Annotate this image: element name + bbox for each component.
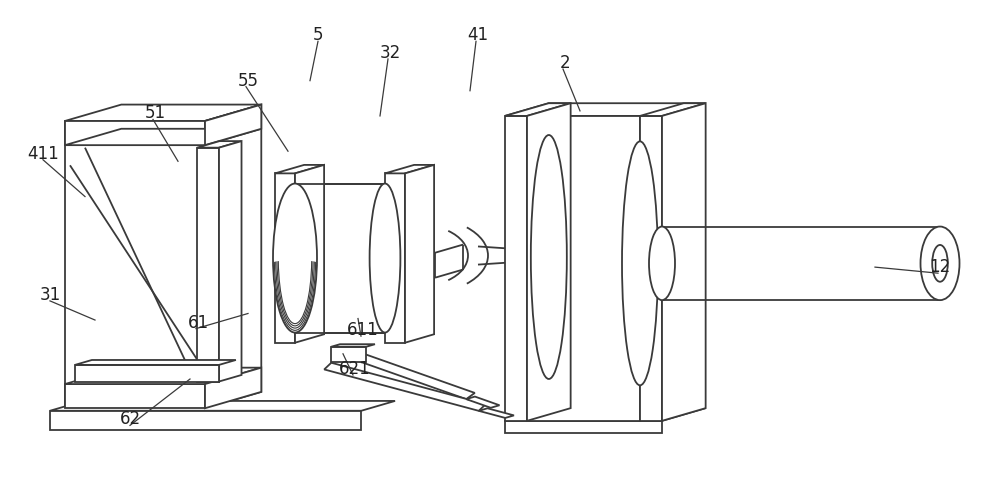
Polygon shape (505, 116, 527, 421)
Polygon shape (295, 165, 324, 343)
Polygon shape (385, 165, 434, 173)
Ellipse shape (649, 227, 675, 300)
Text: 41: 41 (467, 26, 489, 44)
Text: 31: 31 (39, 286, 61, 304)
Polygon shape (197, 148, 219, 382)
Polygon shape (65, 129, 261, 145)
Text: 611: 611 (347, 321, 379, 339)
Polygon shape (75, 360, 236, 365)
Polygon shape (205, 105, 261, 145)
Ellipse shape (273, 183, 317, 333)
Text: 51: 51 (144, 104, 166, 122)
Polygon shape (50, 401, 395, 411)
Polygon shape (527, 116, 640, 421)
Text: 2: 2 (560, 54, 570, 72)
Polygon shape (65, 105, 261, 121)
Polygon shape (205, 368, 261, 408)
Polygon shape (324, 363, 486, 411)
Text: 411: 411 (27, 145, 59, 163)
Polygon shape (219, 141, 242, 382)
Polygon shape (505, 421, 662, 433)
Polygon shape (405, 165, 434, 343)
Polygon shape (197, 141, 242, 148)
Polygon shape (339, 348, 475, 399)
Ellipse shape (920, 227, 960, 300)
Polygon shape (640, 116, 662, 421)
Polygon shape (466, 397, 500, 408)
Polygon shape (331, 344, 375, 347)
Polygon shape (295, 183, 385, 333)
Polygon shape (331, 347, 366, 362)
Polygon shape (65, 384, 205, 408)
Text: 55: 55 (238, 72, 258, 90)
Polygon shape (65, 368, 261, 384)
Polygon shape (662, 103, 706, 421)
Polygon shape (505, 103, 706, 116)
Text: 62: 62 (119, 410, 141, 428)
Polygon shape (275, 165, 324, 173)
Polygon shape (50, 411, 361, 430)
Text: 621: 621 (339, 360, 371, 378)
Ellipse shape (932, 245, 948, 282)
Polygon shape (65, 121, 205, 145)
Ellipse shape (370, 183, 400, 333)
Polygon shape (275, 173, 295, 343)
Ellipse shape (622, 141, 658, 385)
Polygon shape (505, 103, 571, 116)
Polygon shape (479, 408, 514, 418)
Ellipse shape (531, 135, 567, 379)
Polygon shape (527, 103, 571, 421)
Polygon shape (640, 103, 706, 116)
Text: 5: 5 (313, 26, 323, 44)
Text: 12: 12 (929, 258, 951, 276)
Polygon shape (75, 365, 219, 382)
Text: 32: 32 (379, 44, 401, 62)
Text: 61: 61 (187, 313, 209, 332)
Polygon shape (385, 173, 405, 343)
Polygon shape (505, 408, 706, 421)
Polygon shape (65, 121, 205, 408)
Polygon shape (205, 105, 261, 408)
